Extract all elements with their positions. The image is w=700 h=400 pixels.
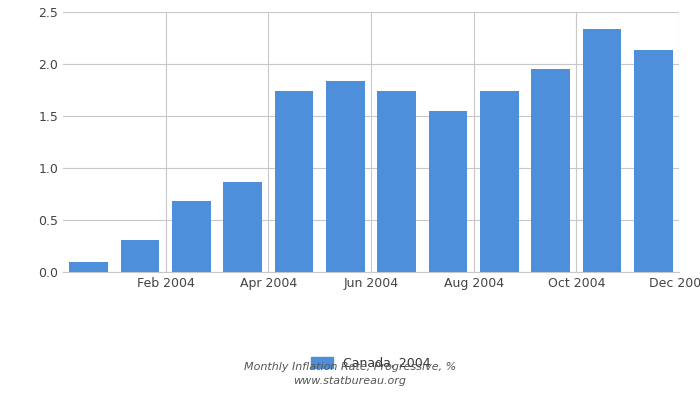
- Bar: [69, 262, 108, 272]
- Bar: [582, 29, 622, 272]
- Bar: [634, 50, 673, 272]
- Bar: [326, 81, 365, 272]
- Legend: Canada, 2004: Canada, 2004: [306, 352, 436, 375]
- Bar: [120, 240, 160, 272]
- Text: Monthly Inflation Rate, Progressive, %: Monthly Inflation Rate, Progressive, %: [244, 362, 456, 372]
- Bar: [274, 91, 314, 272]
- Bar: [172, 201, 211, 272]
- Bar: [480, 91, 519, 272]
- Bar: [377, 91, 416, 272]
- Bar: [531, 69, 570, 272]
- Bar: [428, 111, 468, 272]
- Text: www.statbureau.org: www.statbureau.org: [293, 376, 407, 386]
- Bar: [223, 182, 262, 272]
